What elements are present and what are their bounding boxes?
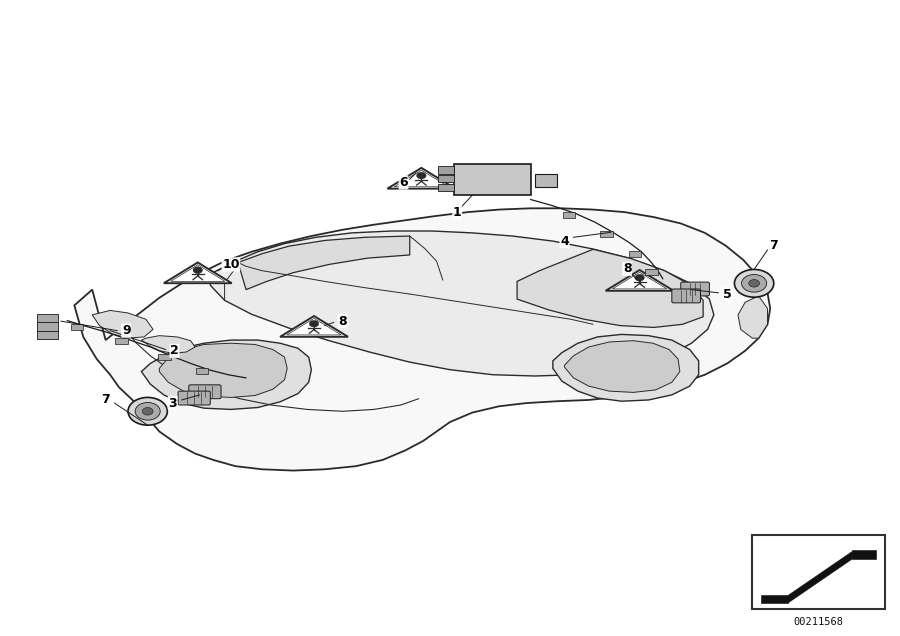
Text: 1: 1: [453, 205, 462, 219]
FancyBboxPatch shape: [600, 231, 613, 237]
Polygon shape: [788, 551, 852, 603]
Polygon shape: [141, 336, 195, 354]
FancyBboxPatch shape: [71, 324, 84, 330]
Text: 6: 6: [400, 176, 408, 189]
Text: 10: 10: [222, 258, 239, 271]
Circle shape: [142, 408, 153, 415]
Circle shape: [742, 275, 767, 292]
Polygon shape: [75, 209, 770, 471]
FancyBboxPatch shape: [454, 163, 530, 195]
Circle shape: [749, 280, 760, 287]
Polygon shape: [164, 263, 232, 283]
Polygon shape: [852, 550, 876, 559]
Text: 8: 8: [338, 315, 347, 328]
Circle shape: [417, 172, 426, 179]
Text: 4: 4: [560, 235, 569, 247]
Polygon shape: [280, 316, 348, 337]
FancyBboxPatch shape: [438, 184, 454, 191]
Text: 5: 5: [723, 287, 732, 301]
Circle shape: [128, 398, 167, 425]
Polygon shape: [159, 343, 287, 398]
Polygon shape: [553, 335, 698, 401]
FancyBboxPatch shape: [645, 269, 658, 275]
Text: 2: 2: [170, 344, 179, 357]
Text: 00211568: 00211568: [794, 617, 843, 627]
Circle shape: [634, 274, 644, 281]
Polygon shape: [211, 231, 714, 376]
Polygon shape: [238, 236, 410, 289]
FancyBboxPatch shape: [196, 368, 209, 374]
Text: 7: 7: [102, 394, 110, 406]
FancyBboxPatch shape: [752, 535, 885, 609]
FancyBboxPatch shape: [629, 251, 642, 257]
Text: 9: 9: [122, 324, 130, 337]
Circle shape: [193, 266, 202, 273]
FancyBboxPatch shape: [189, 385, 221, 399]
Text: 8: 8: [623, 262, 632, 275]
FancyBboxPatch shape: [178, 391, 211, 405]
FancyBboxPatch shape: [37, 322, 58, 331]
Polygon shape: [518, 249, 703, 328]
Polygon shape: [606, 270, 673, 291]
Polygon shape: [92, 310, 153, 338]
FancyBboxPatch shape: [562, 212, 575, 218]
Text: 3: 3: [168, 397, 177, 410]
Text: 7: 7: [770, 239, 778, 252]
FancyBboxPatch shape: [37, 331, 58, 340]
FancyBboxPatch shape: [535, 174, 557, 188]
Polygon shape: [387, 168, 455, 189]
FancyBboxPatch shape: [115, 338, 128, 344]
FancyBboxPatch shape: [438, 175, 454, 183]
Polygon shape: [564, 341, 680, 392]
FancyBboxPatch shape: [158, 354, 171, 360]
Polygon shape: [761, 595, 788, 603]
Circle shape: [310, 321, 319, 327]
Polygon shape: [738, 296, 768, 338]
FancyBboxPatch shape: [671, 289, 700, 303]
Polygon shape: [141, 340, 311, 410]
FancyBboxPatch shape: [37, 314, 58, 322]
FancyBboxPatch shape: [680, 282, 709, 296]
Circle shape: [135, 403, 160, 420]
FancyBboxPatch shape: [438, 166, 454, 174]
Circle shape: [734, 270, 774, 297]
